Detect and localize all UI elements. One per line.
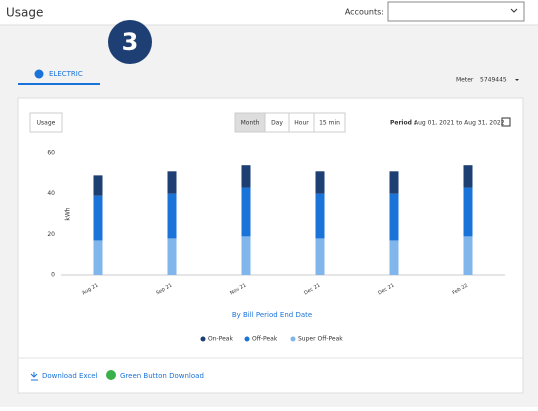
bar-segment: [389, 240, 399, 275]
meter-label: Meter: [456, 77, 474, 84]
bar-segment: [93, 240, 103, 275]
bar-segment: [463, 165, 473, 188]
y-tick-label: 0: [51, 272, 55, 279]
x-axis-label: By Bill Period End Date: [232, 311, 312, 319]
bar-segment: [389, 193, 399, 241]
bar-segment: [167, 193, 177, 239]
interval-button[interactable]: [313, 112, 346, 133]
bar-segment: [315, 171, 325, 194]
select-caret: [510, 8, 518, 13]
usage-button[interactable]: [29, 112, 63, 133]
bar-segment: [389, 171, 399, 194]
bar-segment: [167, 238, 177, 275]
bar-segment: [241, 165, 251, 188]
page-title: Usage: [6, 6, 43, 20]
download-icon: [30, 372, 38, 381]
y-tick-label: 20: [47, 231, 55, 238]
legend-swatch: [290, 336, 296, 342]
interval-label: 15 min: [319, 120, 340, 127]
accounts-label: Accounts:: [345, 8, 384, 17]
step-number: 3: [122, 28, 139, 56]
bar-segment: [315, 193, 325, 239]
bar-segment: [241, 187, 251, 237]
green-button-download[interactable]: Green Button Download: [120, 372, 204, 380]
interval-label: Month: [241, 120, 260, 127]
bar-segment: [315, 238, 325, 275]
y-tick-label: 60: [47, 150, 55, 157]
step-badge: [108, 20, 152, 64]
period-value: Aug 01, 2021 to Aug 31, 2022: [414, 120, 505, 127]
legend-label: On-Peak: [208, 336, 233, 343]
legend-label: Super Off-Peak: [298, 336, 343, 343]
period-label: Period :: [390, 120, 416, 127]
interval-label: Day: [271, 120, 283, 127]
electric-icon: [34, 69, 44, 79]
calendar-icon[interactable]: [501, 117, 511, 127]
bar-segment: [463, 187, 473, 237]
legend-label: Off-Peak: [252, 336, 278, 343]
bar-segment: [241, 236, 251, 275]
legend-swatch: [244, 336, 250, 342]
y-tick-label: 40: [47, 190, 55, 197]
bar-segment: [93, 195, 103, 241]
green-button-icon: [106, 370, 116, 380]
bar-segment: [93, 175, 103, 196]
bar-segment: [167, 171, 177, 194]
interval-label: Hour: [294, 120, 309, 127]
interval-group: Month Day Hour 15 min: [234, 112, 346, 133]
meter-caret[interactable]: [515, 79, 519, 81]
tab-underline: [18, 83, 100, 85]
meter-value: 5749445: [480, 77, 507, 84]
tab-electric[interactable]: ELECTRIC: [49, 70, 83, 78]
accounts-select[interactable]: [387, 1, 525, 22]
bar-segment: [463, 236, 473, 275]
usage-button-label: Usage: [37, 120, 56, 127]
legend-swatch: [200, 336, 206, 342]
y-axis-label: kWh: [65, 207, 72, 220]
download-excel[interactable]: Download Excel: [42, 372, 98, 380]
